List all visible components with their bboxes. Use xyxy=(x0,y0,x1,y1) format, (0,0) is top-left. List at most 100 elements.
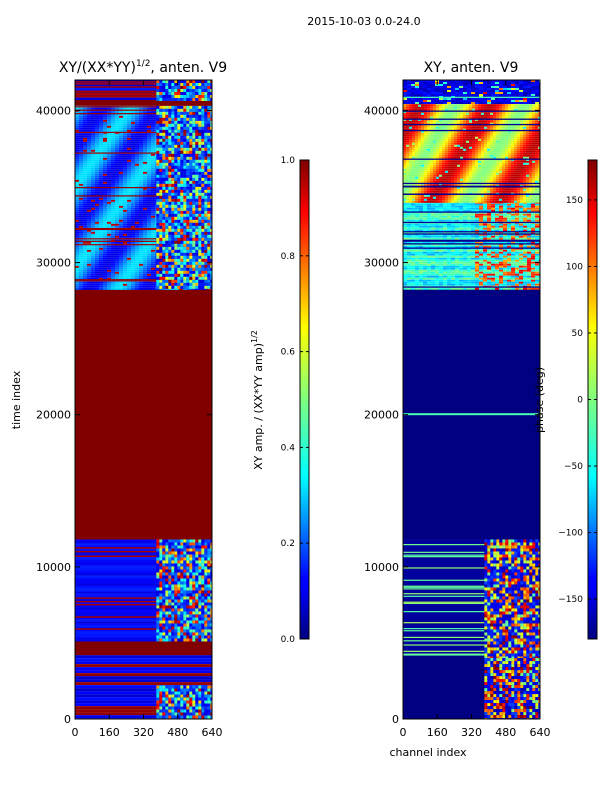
wavy-cell xyxy=(131,231,135,234)
mixed-row xyxy=(75,709,212,713)
active-channel-cell xyxy=(192,228,196,232)
active-channel-cell xyxy=(180,213,184,217)
wavy-cell xyxy=(123,283,127,286)
active-channel-cell xyxy=(192,581,196,585)
active-channel-cell xyxy=(156,685,160,689)
active-channel-cell xyxy=(156,688,160,692)
wavy-cell xyxy=(107,127,111,130)
active-channel-cell xyxy=(192,165,196,169)
active-channel-cell xyxy=(156,192,160,196)
active-channel-cell xyxy=(177,189,181,193)
wavy-cell xyxy=(107,211,111,214)
mixed-row xyxy=(75,664,212,668)
wavy-cell xyxy=(147,193,151,196)
active-channel-cell xyxy=(189,593,193,597)
active-channel-cell xyxy=(156,539,160,543)
active-channel-cell xyxy=(156,132,160,136)
active-channel-cell xyxy=(180,156,184,160)
wavy-cell xyxy=(139,223,143,226)
wavy-cell xyxy=(79,157,83,160)
wavy-cell xyxy=(111,223,115,226)
wavy-cell xyxy=(79,123,83,126)
wavy-cell xyxy=(87,191,91,194)
wavy-cell xyxy=(91,183,95,186)
wavy-cell xyxy=(103,139,107,142)
active-channel-cell xyxy=(189,111,193,115)
active-channel-cell xyxy=(204,216,208,220)
active-channel-cell xyxy=(168,688,172,692)
wavy-cell xyxy=(151,215,155,218)
wavy-cell xyxy=(119,111,123,114)
wavy-cell xyxy=(79,199,83,202)
active-channel-cell xyxy=(204,626,208,630)
active-channel-cell xyxy=(183,611,187,615)
wavy-cell xyxy=(103,167,107,170)
active-channel-cell xyxy=(204,694,208,698)
active-channel-cell xyxy=(168,557,172,561)
active-channel-cell xyxy=(192,138,196,142)
wavy-cell xyxy=(95,181,99,184)
wavy-cell xyxy=(147,129,151,132)
wavy-cell xyxy=(143,113,147,116)
active-channel-cell xyxy=(177,147,181,151)
active-channel-cell xyxy=(198,557,202,561)
active-channel-cell xyxy=(162,626,166,630)
wavy-cell xyxy=(143,207,147,210)
wavy-cell xyxy=(115,197,119,200)
active-channel-cell xyxy=(186,703,190,707)
active-channel-cell xyxy=(201,566,205,570)
active-channel-cell xyxy=(159,117,163,121)
wavy-cell xyxy=(75,187,79,190)
active-channel-cell xyxy=(174,608,178,612)
active-channel-cell xyxy=(204,141,208,145)
wavy-cell xyxy=(107,115,111,118)
active-channel-cell xyxy=(183,225,187,229)
active-channel-cell xyxy=(207,168,211,172)
active-channel-cell xyxy=(210,117,212,121)
wavy-cell xyxy=(91,193,95,196)
wavy-cell xyxy=(115,211,119,214)
active-channel-cell xyxy=(162,635,166,639)
active-channel-cell xyxy=(195,638,199,642)
active-channel-cell xyxy=(189,602,193,606)
wavy-cell xyxy=(123,129,127,132)
wavy-cell xyxy=(107,223,111,226)
wavy-cell xyxy=(135,199,139,202)
wavy-cell xyxy=(123,271,127,274)
active-channel-cell xyxy=(195,213,199,217)
active-channel-cell xyxy=(171,120,175,124)
wavy-cell xyxy=(91,161,95,164)
active-channel-cell xyxy=(204,168,208,172)
low-row xyxy=(75,605,212,608)
active-channel-cell xyxy=(162,195,166,199)
active-channel-cell xyxy=(165,602,169,606)
wavy-cell xyxy=(127,273,131,276)
wavy-cell xyxy=(87,287,91,290)
active-channel-cell xyxy=(186,614,190,618)
active-channel-cell xyxy=(168,694,172,698)
active-channel-cell xyxy=(171,210,175,214)
active-channel-cell xyxy=(183,210,187,214)
wavy-cell xyxy=(123,229,127,232)
active-channel-cell xyxy=(183,563,187,567)
active-channel-cell xyxy=(159,593,163,597)
active-channel-cell xyxy=(180,147,184,151)
wavy-cell xyxy=(75,235,79,238)
wavy-cell xyxy=(135,157,139,160)
active-channel-cell xyxy=(168,617,172,621)
wavy-cell xyxy=(87,143,91,146)
wavy-cell xyxy=(75,167,79,170)
active-channel-cell xyxy=(168,144,172,148)
wavy-cell xyxy=(115,111,119,114)
wavy-cell xyxy=(103,207,107,210)
wavy-cell xyxy=(107,171,111,174)
wavy-cell xyxy=(147,141,151,144)
active-channel-cell xyxy=(189,688,193,692)
active-channel-cell xyxy=(198,165,202,169)
wavy-cell xyxy=(127,201,131,204)
wavy-cell xyxy=(75,183,79,186)
active-channel-cell xyxy=(168,186,172,190)
wavy-cell xyxy=(79,163,83,166)
wavy-cell xyxy=(151,229,155,232)
active-channel-cell xyxy=(156,231,160,235)
